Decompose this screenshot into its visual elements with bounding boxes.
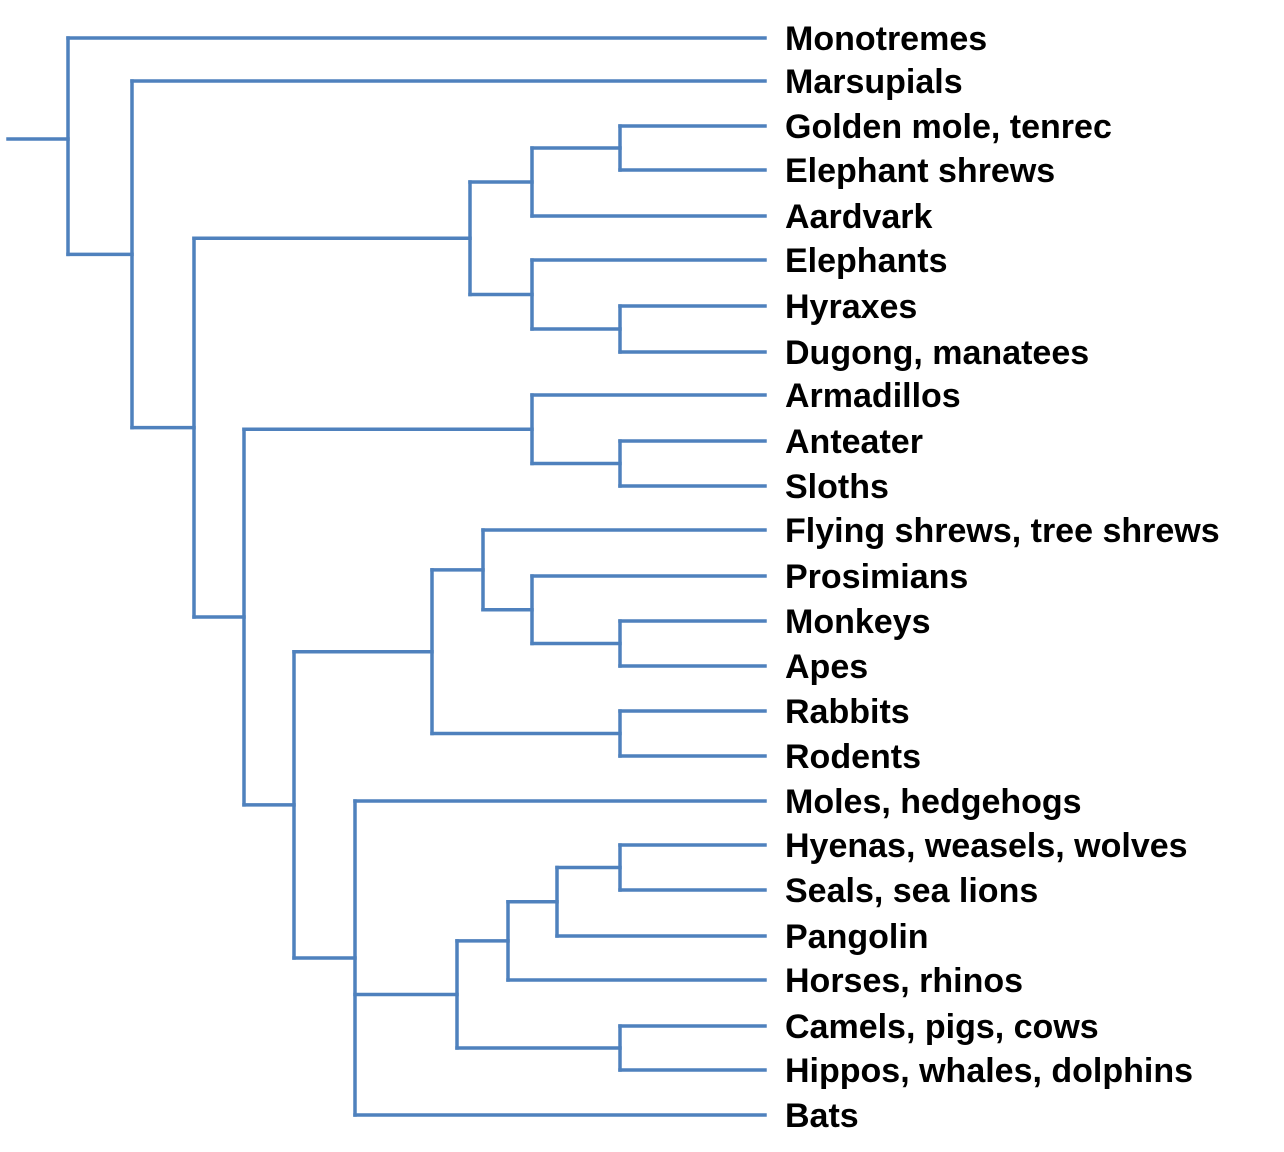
taxon-label: Pangolin: [785, 918, 929, 956]
taxon-labels: Monotremes Marsupials Golden mole, tenrec E…: [785, 20, 1220, 1135]
taxon-label: Prosimians: [785, 558, 968, 596]
taxon-label: Dugong, manatees: [785, 334, 1089, 372]
taxon-label: Hyenas, weasels, wolves: [785, 827, 1188, 865]
taxon-label: Flying shrews, tree shrews: [785, 512, 1220, 550]
taxon-label: Moles, hedgehogs: [785, 783, 1082, 821]
taxon-label: Camels, pigs, cows: [785, 1008, 1099, 1046]
taxon-label: Golden mole, tenrec: [785, 108, 1112, 146]
taxon-label: Armadillos: [785, 377, 961, 415]
taxon-label: Rodents: [785, 738, 921, 776]
taxon-label: Seals, sea lions: [785, 872, 1038, 910]
taxon-label: Aardvark: [785, 198, 933, 236]
taxon-label: Elephant shrews: [785, 152, 1055, 190]
taxon-label: Sloths: [785, 468, 889, 506]
taxon-label: Anteater: [785, 423, 923, 461]
taxon-label: Monkeys: [785, 603, 931, 641]
taxon-label: Marsupials: [785, 63, 963, 101]
taxon-label: Monotremes: [785, 20, 987, 58]
taxon-label: Elephants: [785, 242, 947, 280]
taxon-label: Bats: [785, 1097, 859, 1135]
taxon-label: Hyraxes: [785, 288, 917, 326]
taxon-label: Apes: [785, 648, 868, 686]
taxon-label: Rabbits: [785, 693, 910, 731]
taxon-label: Horses, rhinos: [785, 962, 1023, 1000]
taxon-label: Hippos, whales, dolphins: [785, 1052, 1193, 1090]
tree-branches: [6, 36, 767, 1117]
